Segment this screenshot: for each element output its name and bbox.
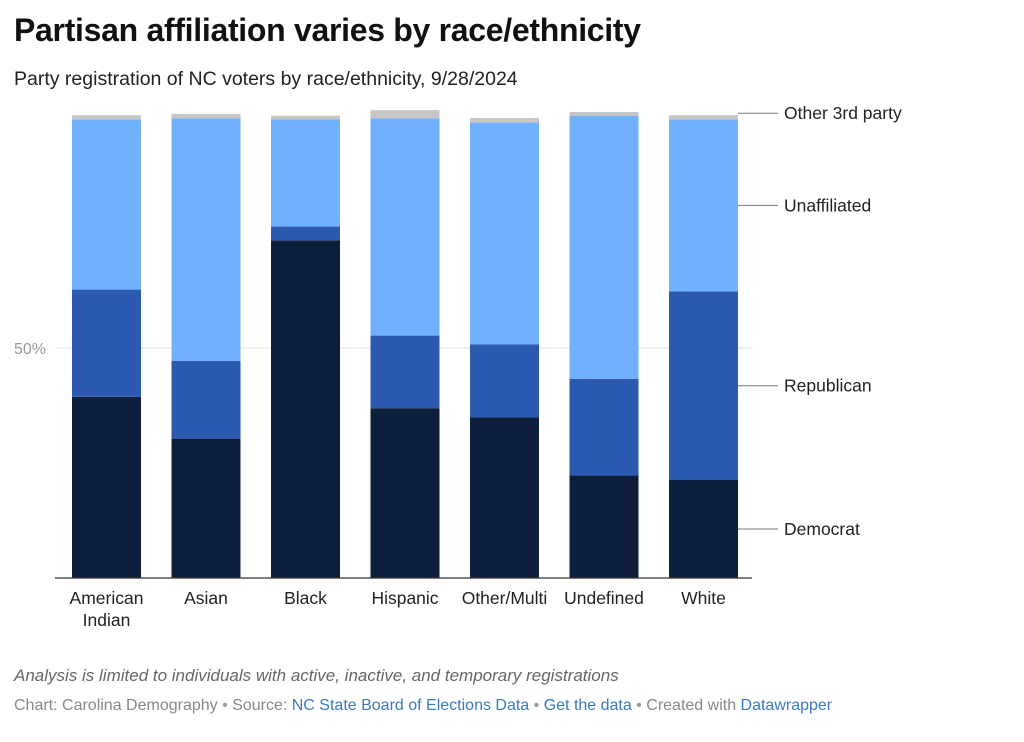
datawrapper-link[interactable]: Datawrapper (740, 697, 833, 714)
footer-separator: • (529, 697, 544, 714)
chart-subtitle: Party registration of NC voters by race/… (14, 68, 518, 90)
x-tick-label: Hispanic (371, 588, 438, 608)
series-label-unaffiliated: Unaffiliated (784, 195, 871, 215)
chart-footer: Chart: Carolina Demography • Source: NC … (14, 697, 832, 715)
bar-segment-unaffiliated[interactable] (72, 119, 141, 290)
bar-segment-democrat[interactable] (370, 408, 440, 578)
labels-layer: Democrat Republican Unaffiliated Other 3rd … (738, 103, 902, 539)
x-tick-label: Black (284, 588, 327, 608)
x-tick-label: White (681, 588, 726, 608)
bar-segment-republican[interactable] (470, 344, 539, 418)
bar-segment-democrat[interactable] (72, 396, 141, 578)
bar-segment-democrat[interactable] (569, 475, 639, 578)
created-with-label: Created with (646, 697, 741, 714)
x-tick-label: Other/Multi (462, 588, 548, 608)
series-label-democrat: Democrat (784, 519, 860, 539)
footer-separator: • (217, 697, 233, 714)
chart-note: Analysis is limited to individuals with … (14, 666, 619, 685)
bar-segment-other-3rd-party[interactable] (470, 118, 539, 123)
source-link[interactable]: NC State Board of Elections Data (291, 697, 530, 714)
bar-segment-unaffiliated[interactable] (470, 122, 539, 345)
source-label: Source: (232, 697, 292, 714)
bar-segment-republican[interactable] (171, 360, 241, 439)
series-label-other-3rd-party: Other 3rd party (784, 103, 902, 123)
bar-segment-unaffiliated[interactable] (370, 118, 440, 336)
series-label-republican: Republican (784, 376, 872, 396)
bar-segment-republican[interactable] (669, 291, 738, 481)
bar-segment-republican[interactable] (569, 378, 639, 476)
bar-segment-other-3rd-party[interactable] (72, 115, 141, 120)
bar-segment-other-3rd-party[interactable] (271, 115, 340, 120)
stacked-bar-chart: 50% American Indian Asian Black Hispanic Othe… (14, 103, 902, 630)
axis-layer: American Indian Asian Black Hispanic Other/Mu… (55, 577, 752, 630)
bar-segment-other-3rd-party[interactable] (669, 115, 738, 120)
footer-separator: • (631, 697, 647, 714)
bar-segment-republican[interactable] (370, 335, 440, 409)
bar-segment-other-3rd-party[interactable] (569, 112, 639, 116)
chart-title: Partisan affiliation varies by race/ethn… (14, 12, 641, 48)
bar-segment-democrat[interactable] (669, 480, 738, 578)
get-the-data-link[interactable]: Get the data (543, 697, 632, 714)
y-tick-label: 50% (14, 341, 46, 358)
bar-segment-democrat[interactable] (271, 240, 340, 579)
chart-credit: Chart: Carolina Demography (14, 697, 218, 714)
x-tick-label: American Indian (70, 588, 144, 630)
bar-segment-republican[interactable] (72, 289, 141, 397)
bar-segment-republican[interactable] (271, 226, 340, 241)
bar-segment-unaffiliated[interactable] (569, 115, 639, 379)
x-tick-label: Undefined (564, 588, 644, 608)
bar-segment-democrat[interactable] (171, 438, 241, 578)
bar-segment-other-3rd-party[interactable] (171, 113, 241, 119)
bar-segment-unaffiliated[interactable] (171, 118, 241, 361)
bar-segment-other-3rd-party[interactable] (370, 110, 440, 119)
bar-segment-unaffiliated[interactable] (669, 119, 738, 292)
x-tick-label: Asian (184, 588, 228, 608)
bar-segment-democrat[interactable] (470, 417, 539, 578)
bars-layer (72, 110, 738, 579)
bar-segment-unaffiliated[interactable] (271, 119, 340, 227)
